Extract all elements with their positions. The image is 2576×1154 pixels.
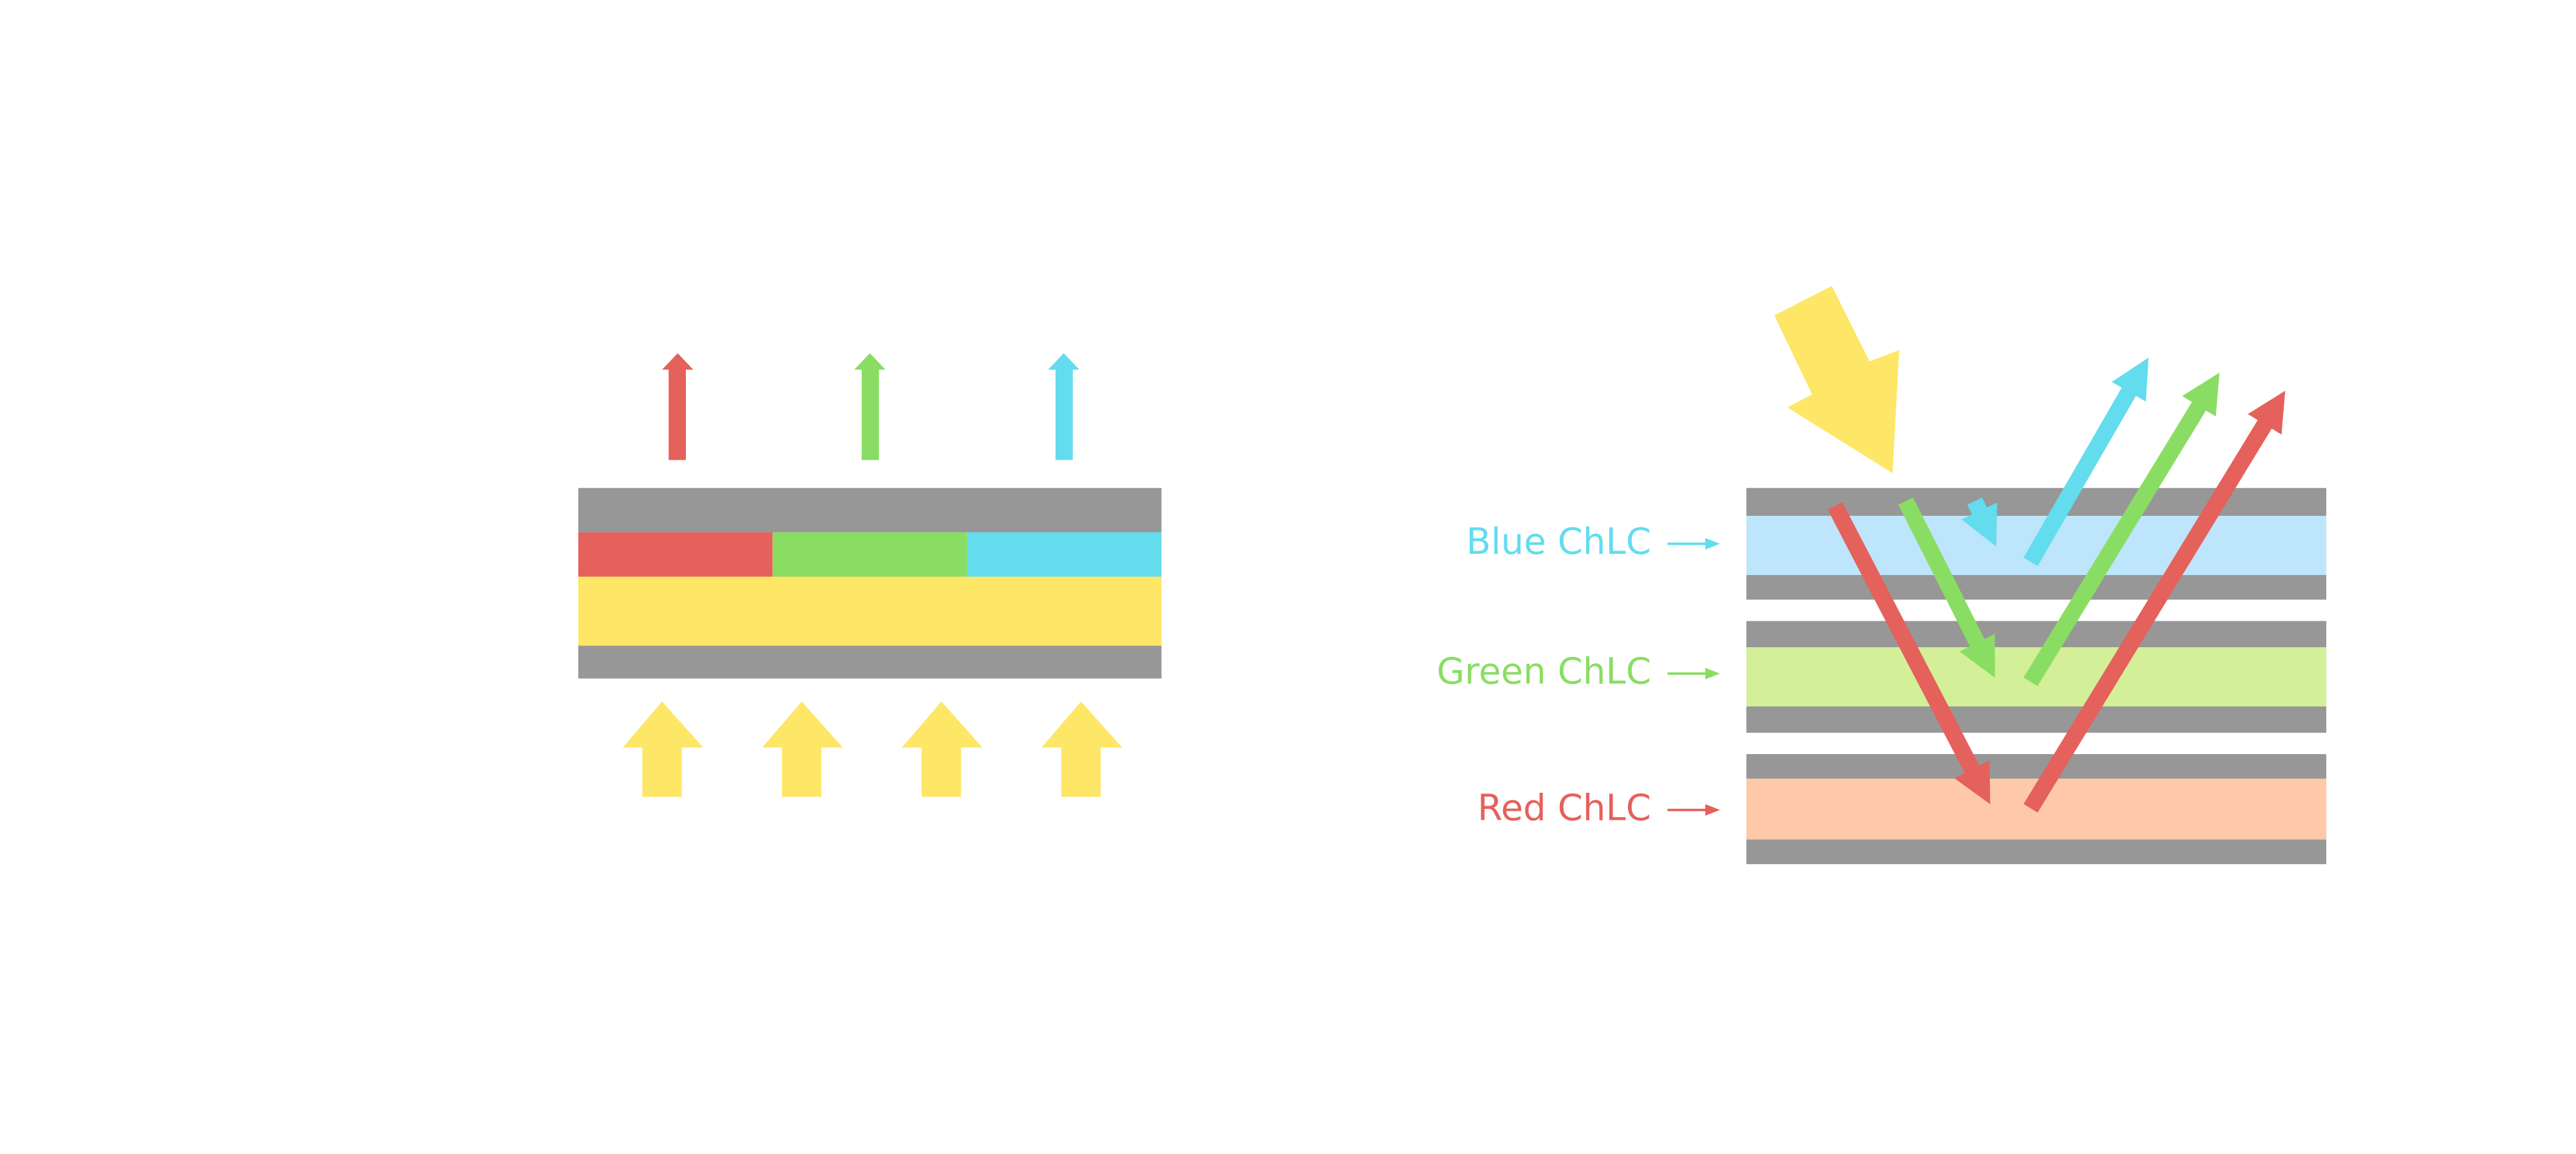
green-label-pointer-icon [1667, 668, 1720, 679]
layer-labels: Blue ChLC Green ChLC Red ChLC [1437, 521, 1720, 829]
emitted-light-arrows [662, 353, 1080, 460]
blue-incident-arrow-icon [1961, 497, 1998, 547]
bottom-glass-layer [578, 645, 1162, 679]
green-reflected-arrow-icon [2023, 372, 2220, 686]
blue-filter-segment [967, 532, 1162, 577]
backlight-up-arrow-icon [622, 701, 703, 797]
green-chlc-bottom-glass [1746, 706, 2327, 733]
green-incident-arrow-icon [1898, 497, 1996, 678]
green-chlc-top-glass [1746, 621, 2327, 648]
red-chlc-top-glass [1746, 754, 2327, 779]
red-chlc-label: Red ChLC [1477, 787, 1651, 829]
green-chlc-label: Green ChLC [1437, 651, 1651, 693]
red-up-arrow-icon [662, 353, 694, 460]
backlight-up-arrow-icon [1041, 701, 1122, 797]
red-chlc-bottom-glass [1746, 839, 2327, 864]
backlight-up-arrow-icon [762, 701, 843, 797]
backlight-arrows [622, 701, 1122, 797]
red-incident-arrow-icon [1828, 502, 1991, 804]
green-filter-segment [772, 532, 967, 577]
red-label-pointer-icon [1667, 804, 1720, 816]
blue-reflected-arrow-icon [2023, 357, 2149, 566]
blue-chlc-label: Blue ChLC [1466, 521, 1651, 563]
backlight-layer [578, 576, 1162, 646]
blue-label-pointer-icon [1667, 538, 1720, 550]
blue-chlc-bottom-glass [1746, 574, 2327, 600]
red-filter-segment [578, 532, 773, 577]
color-filter-stack [578, 487, 1162, 679]
blue-up-arrow-icon [1048, 353, 1080, 460]
top-glass-layer [578, 487, 1162, 533]
red-reflected-arrow-icon [2023, 390, 2286, 813]
backlight-up-arrow-icon [902, 701, 983, 797]
green-up-arrow-icon [854, 353, 886, 460]
light-paths [1828, 357, 2286, 813]
incident-light-arrow-icon [1774, 285, 1899, 473]
